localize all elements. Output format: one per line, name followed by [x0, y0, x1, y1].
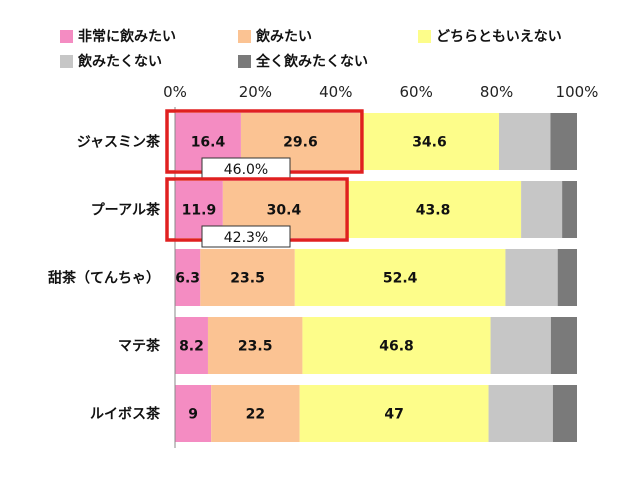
bar-segment: [175, 317, 208, 374]
bar-segment: [299, 385, 489, 442]
x-tick-label: 20%: [239, 83, 272, 101]
bar-segment: [200, 249, 295, 306]
bar-segment: [211, 385, 300, 442]
data-label: 23.5: [230, 271, 265, 287]
legend-swatch-1: [60, 30, 73, 43]
bar-segment: [302, 317, 491, 374]
legend-swatch-3: [418, 30, 431, 43]
bar-segment: [175, 385, 212, 442]
legend-label-2: 飲みたい: [255, 28, 312, 45]
bar-segment: [207, 317, 303, 374]
legend-swatch-2: [238, 30, 251, 43]
data-label: 43.8: [416, 203, 451, 219]
data-label: 46.8: [379, 339, 414, 355]
category-label: マテ茶: [118, 338, 161, 355]
x-tick-label: 100%: [556, 83, 599, 101]
data-label: 9: [188, 407, 198, 423]
data-label: 23.5: [238, 339, 273, 355]
x-tick-label: 0%: [163, 83, 187, 101]
category-label: ジャスミン茶: [77, 134, 161, 151]
category-label: 甜茶（てんちゃ）: [48, 270, 160, 287]
bar-segment: [550, 113, 577, 170]
legend-label-1: 非常に飲みたい: [78, 28, 176, 45]
bar-segment: [175, 249, 201, 306]
x-tick-label: 80%: [480, 83, 513, 101]
legend-label-5: 全く飲みたくない: [255, 53, 368, 70]
legend-swatch-5: [238, 55, 251, 68]
bar-segment: [294, 249, 506, 306]
legend-label-4: 飲みたくない: [77, 53, 162, 70]
data-label: 22: [246, 407, 265, 423]
bar-segment: [521, 181, 563, 238]
bar-segment: [550, 317, 577, 374]
data-label: 52.4: [383, 271, 418, 287]
sum-label-2: 42.3%: [224, 230, 268, 246]
bar-segment: [562, 181, 577, 238]
bar-segment: [345, 181, 522, 238]
bar-segment: [499, 113, 551, 170]
category-label: プーアル茶: [91, 202, 161, 219]
data-label: 34.6: [412, 135, 447, 151]
data-label: 30.4: [267, 203, 302, 219]
data-label: 29.6: [283, 135, 318, 151]
data-label: 6.3: [175, 271, 200, 287]
bar-segment: [359, 113, 500, 170]
data-label: 11.9: [182, 203, 217, 219]
bar-segment: [490, 317, 551, 374]
bar-segment: [488, 385, 553, 442]
legend-swatch-4: [60, 55, 73, 68]
data-label: 16.4: [191, 135, 226, 151]
x-tick-label: 60%: [400, 83, 433, 101]
sum-label-1: 46.0%: [224, 162, 268, 178]
sum-label-box-2: [201, 225, 291, 248]
x-tick-label: 40%: [319, 83, 352, 101]
bar-segment: [552, 385, 577, 442]
bar-segment: [505, 249, 558, 306]
category-label: ルイボス茶: [90, 406, 161, 423]
data-label: 8.2: [179, 339, 204, 355]
legend-label-3: どちらともいえない: [436, 29, 562, 45]
data-label: 47: [384, 407, 403, 423]
bar-segment: [557, 249, 577, 306]
